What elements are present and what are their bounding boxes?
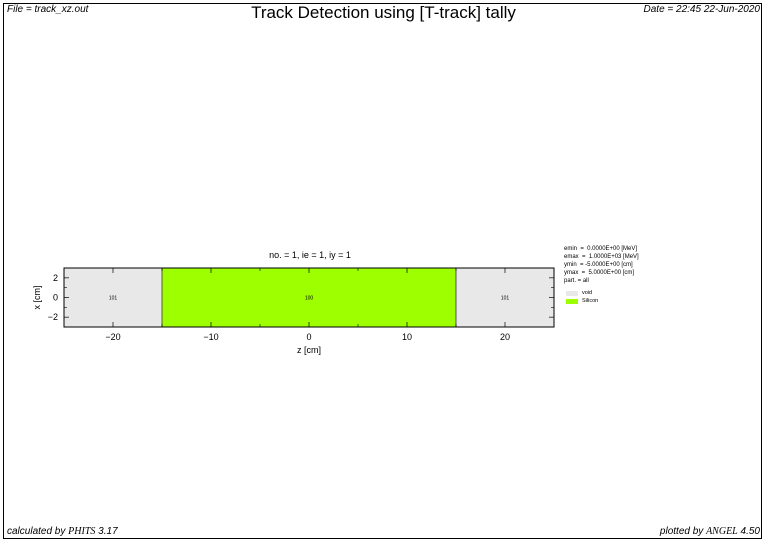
calculated-version: 3.17: [95, 526, 118, 537]
y-tick-label: −2: [48, 312, 58, 322]
region-label-1: 100: [305, 296, 314, 302]
plotted-by-label: plotted by ANGEL 4.50: [660, 526, 760, 537]
y-tick-label: 0: [53, 293, 58, 303]
y-tick-label: 2: [53, 273, 58, 283]
date-label: Date = 22:45 22-Jun-2020: [643, 4, 760, 15]
calculated-by-label: calculated by PHITS 3.17: [7, 526, 118, 537]
legend-swatch-void: [566, 291, 578, 296]
y-axis-label: x [cm]: [32, 286, 42, 310]
region-label-0: 101: [109, 296, 118, 302]
stat-ymin: ymin = -5.0000E+00 [cm]: [564, 262, 633, 268]
legend-label-silicon: Silicon: [582, 298, 599, 304]
chart-title: Track Detection using [T-track] tally: [251, 3, 516, 22]
calculated-prefix: calculated by: [7, 526, 69, 537]
plot-info: no. = 1, ie = 1, iy = 1: [269, 250, 351, 260]
region-2: [456, 268, 554, 327]
file-label: File = track_xz.out: [7, 4, 89, 15]
x-tick-label: −10: [203, 332, 218, 342]
calculated-code: PHITS: [68, 526, 96, 537]
stat-ymax: ymax = 5.0000E+00 [cm]: [564, 270, 635, 276]
plotted-version: 4.50: [737, 526, 760, 537]
plotted-code: ANGEL: [706, 526, 738, 537]
legend-swatch-silicon: [566, 299, 578, 304]
x-tick-label: 0: [306, 332, 311, 342]
region-label-2: 101: [501, 296, 510, 302]
stat-emin: emin = 0.0000E+00 [MeV]: [564, 246, 638, 252]
region-1: [162, 268, 456, 327]
stat-emax: emax = 1.0000E+03 [MeV]: [564, 254, 639, 260]
x-axis-label: z [cm]: [297, 345, 321, 355]
plotted-prefix: plotted by: [659, 526, 707, 537]
x-tick-label: 20: [500, 332, 510, 342]
region-0: [64, 268, 162, 327]
x-tick-label: −20: [105, 332, 120, 342]
page-frame: [3, 3, 762, 539]
legend-label-void: void: [582, 290, 593, 296]
stat-part: part. = all: [564, 278, 589, 284]
x-tick-label: 10: [402, 332, 412, 342]
